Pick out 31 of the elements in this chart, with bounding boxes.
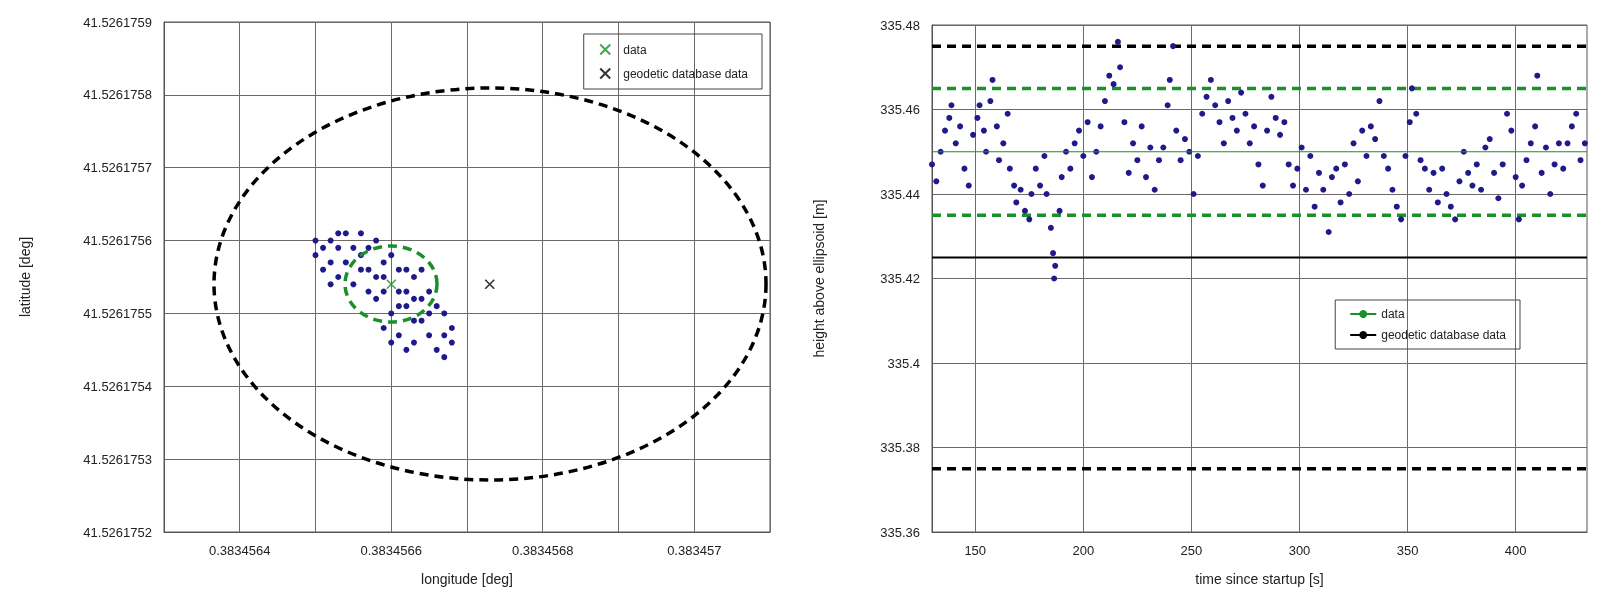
y-tick-label: 41.5261755 [83, 305, 152, 321]
y-tick-label: 41.5261757 [83, 160, 152, 176]
y-tick-label: 335.4 [887, 355, 920, 371]
y-tick-label: 41.5261754 [83, 378, 152, 394]
legend-label: data [1381, 307, 1405, 321]
y-tick-label: 335.42 [880, 271, 920, 286]
y-tick-label: 41.5261756 [83, 233, 152, 249]
y-tick-label: 335.48 [880, 17, 920, 33]
x-axis-title: time since startup [s] [1195, 571, 1324, 587]
x-tick-label: 0.3834568 [512, 543, 574, 558]
y-tick-label: 41.5261758 [83, 87, 152, 103]
x-tick-label: 250 [1180, 543, 1203, 558]
y-tick-label: 335.44 [880, 186, 920, 202]
x-tick-label: 400 [1504, 543, 1527, 558]
x-tick-label: 0.383457 [667, 543, 722, 558]
y-tick-label: 335.36 [880, 524, 920, 540]
x-tick-label: 150 [964, 543, 987, 558]
legend-label: data [623, 42, 647, 57]
y-tick-label: 335.46 [880, 102, 920, 117]
x-tick-label: 0.3834564 [209, 543, 271, 558]
x-tick-label: 0.3834566 [360, 543, 422, 558]
y-tick-label: 41.5261752 [83, 524, 152, 540]
x-tick-label: 300 [1288, 543, 1311, 558]
y-tick-label: 41.5261753 [83, 451, 152, 467]
x-tick-label: 350 [1396, 543, 1419, 558]
x-axis-title: longitude [deg] [421, 571, 513, 587]
y-tick-label: 335.38 [880, 440, 920, 455]
x-tick-label: 200 [1072, 543, 1095, 558]
y-axis-title: height above ellipsoid [m] [811, 199, 827, 358]
y-axis-title: latitude [deg] [17, 236, 33, 318]
y-tick-label: 41.5261759 [83, 14, 152, 30]
